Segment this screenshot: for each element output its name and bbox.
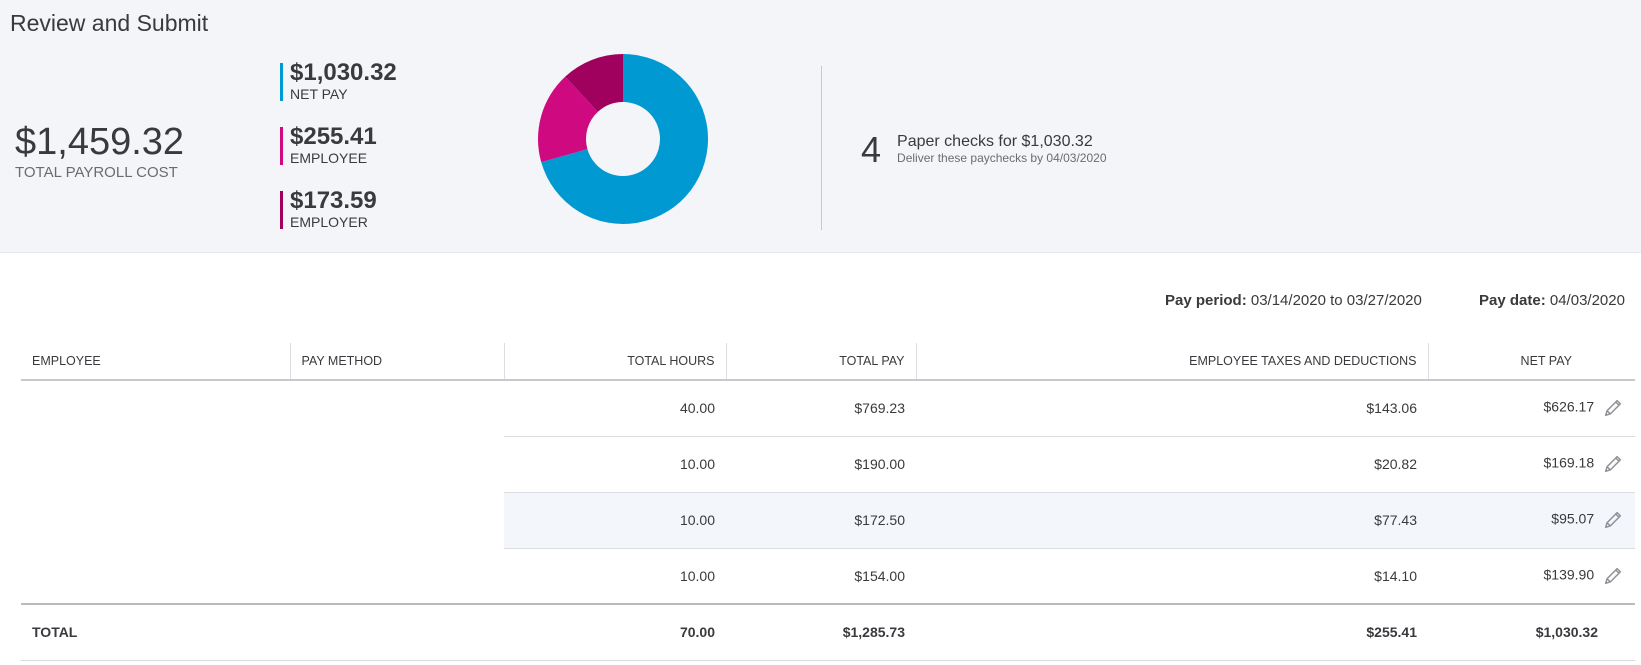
net-pay-value: $1,030.32: [290, 59, 397, 86]
breakdown-employee: $255.41 EMPLOYEE: [280, 124, 397, 166]
col-header-taxes-deductions[interactable]: EMPLOYEE TAXES AND DEDUCTIONS: [915, 343, 1428, 381]
pencil-icon[interactable]: [1602, 509, 1624, 531]
hours-cell: 40.00: [504, 380, 726, 437]
employee-value: $255.41: [290, 123, 377, 150]
table-total-row: TOTAL 70.00 $1,285.73 $255.41 $1,030.32: [21, 603, 1635, 661]
net-pay-amount: $169.18: [1543, 454, 1595, 471]
donut-slice-net-pay: [541, 54, 708, 225]
summary-divider: [821, 66, 822, 230]
page-title: Review and Submit: [10, 10, 209, 36]
employer-color-bar: [280, 191, 283, 229]
donut-slice-employee: [538, 76, 598, 163]
employee-color-bar: [280, 127, 283, 165]
pencil-icon[interactable]: [1602, 453, 1624, 475]
col-header-total-hours[interactable]: TOTAL HOURS: [503, 343, 726, 381]
payroll-table: EMPLOYEE PAY METHOD TOTAL HOURS TOTAL PA…: [21, 343, 1635, 661]
total-pay-cell: $172.50: [726, 492, 916, 549]
paper-checks-summary: 4 Paper checks for $1,030.32 Deliver the…: [861, 130, 1107, 170]
table-row: 40.00 $769.23 $143.06 $626.17: [21, 380, 1635, 437]
total-payroll-cost-amount: $1,459.32: [15, 121, 185, 163]
pay-date-label: Pay date:: [1479, 292, 1546, 309]
net-pay-cell: $626.17: [1428, 380, 1635, 437]
total-total-pay: $1,285.73: [726, 603, 916, 661]
net-pay-cell: $169.18: [1428, 436, 1635, 493]
pencil-icon[interactable]: [1602, 565, 1624, 587]
total-label: TOTAL: [21, 603, 290, 661]
net-pay-amount: $95.07: [1551, 510, 1595, 527]
paper-checks-deliver-by: Deliver these paychecks by 04/03/2020: [897, 151, 1107, 165]
net-pay-cell: $95.07: [1428, 492, 1635, 549]
total-pay-cell: $154.00: [726, 548, 916, 605]
payroll-summary-panel: Review and Submit $1,459.32 TOTAL PAYROL…: [0, 0, 1641, 253]
col-header-employee[interactable]: EMPLOYEE: [21, 343, 290, 381]
pay-date-value: 04/03/2020: [1549, 292, 1625, 309]
pay-period-label: Pay period:: [1165, 292, 1247, 309]
employee-cell: [21, 380, 290, 436]
table-row: 10.00 $154.00 $14.10 $139.90: [21, 548, 1635, 605]
employee-label: EMPLOYEE: [290, 150, 368, 166]
net-pay-amount: $626.17: [1543, 398, 1595, 415]
net-pay-color-bar: [280, 63, 283, 101]
pay-method-cell: [290, 380, 504, 436]
employee-cell: [21, 492, 290, 548]
taxes-cell: $20.82: [916, 436, 1428, 493]
pay-method-cell: [290, 436, 504, 492]
col-header-total-pay[interactable]: TOTAL PAY: [725, 343, 916, 381]
payroll-donut-chart: [538, 54, 708, 225]
table-header-row: EMPLOYEE PAY METHOD TOTAL HOURS TOTAL PA…: [21, 343, 1635, 381]
total-pay-method-cell: [290, 603, 504, 661]
total-taxes: $255.41: [916, 603, 1428, 661]
total-hours: 70.00: [504, 603, 726, 661]
net-pay-amount: $139.90: [1543, 566, 1595, 583]
employee-cell: [21, 548, 290, 604]
pay-period: Pay period: 03/14/2020 to 03/27/2020: [1165, 292, 1422, 309]
taxes-cell: $143.06: [916, 380, 1428, 437]
donut-slice-employer: [565, 54, 623, 112]
cost-breakdown: $1,030.32 NET PAY $255.41 EMPLOYEE $173.…: [280, 60, 397, 252]
total-pay-cell: $769.23: [726, 380, 916, 437]
paper-checks-count: 4: [861, 129, 882, 170]
hours-cell: 10.00: [504, 436, 726, 493]
taxes-cell: $14.10: [916, 548, 1428, 605]
table-row: 10.00 $190.00 $20.82 $169.18: [21, 436, 1635, 493]
paper-checks-title: Paper checks for $1,030.32: [897, 133, 1093, 150]
hours-cell: 10.00: [504, 548, 726, 605]
pay-method-cell: [290, 492, 504, 548]
total-payroll-cost: $1,459.32 TOTAL PAYROLL COST: [15, 120, 184, 181]
employer-label: EMPLOYER: [290, 214, 368, 230]
total-payroll-cost-label: TOTAL PAYROLL COST: [15, 164, 178, 181]
hours-cell: 10.00: [504, 492, 726, 549]
col-header-pay-method[interactable]: PAY METHOD: [289, 343, 504, 381]
total-pay-cell: $190.00: [726, 436, 916, 493]
net-pay-label: NET PAY: [290, 86, 348, 102]
pay-date: Pay date: 04/03/2020: [1479, 292, 1625, 309]
net-pay-cell: $139.90: [1428, 548, 1635, 605]
pay-period-value: 03/14/2020 to 03/27/2020: [1250, 292, 1422, 309]
taxes-cell: $77.43: [916, 492, 1428, 549]
employer-value: $173.59: [290, 187, 377, 214]
total-net-pay: $1,030.32: [1428, 603, 1635, 661]
pay-method-cell: [290, 548, 504, 604]
breakdown-employer: $173.59 EMPLOYER: [280, 188, 397, 230]
pencil-icon[interactable]: [1602, 397, 1624, 419]
table-row: 10.00 $172.50 $77.43 $95.07: [21, 492, 1635, 549]
col-header-net-pay[interactable]: NET PAY: [1427, 343, 1635, 381]
employee-cell: [21, 436, 290, 492]
breakdown-net-pay: $1,030.32 NET PAY: [280, 60, 397, 102]
